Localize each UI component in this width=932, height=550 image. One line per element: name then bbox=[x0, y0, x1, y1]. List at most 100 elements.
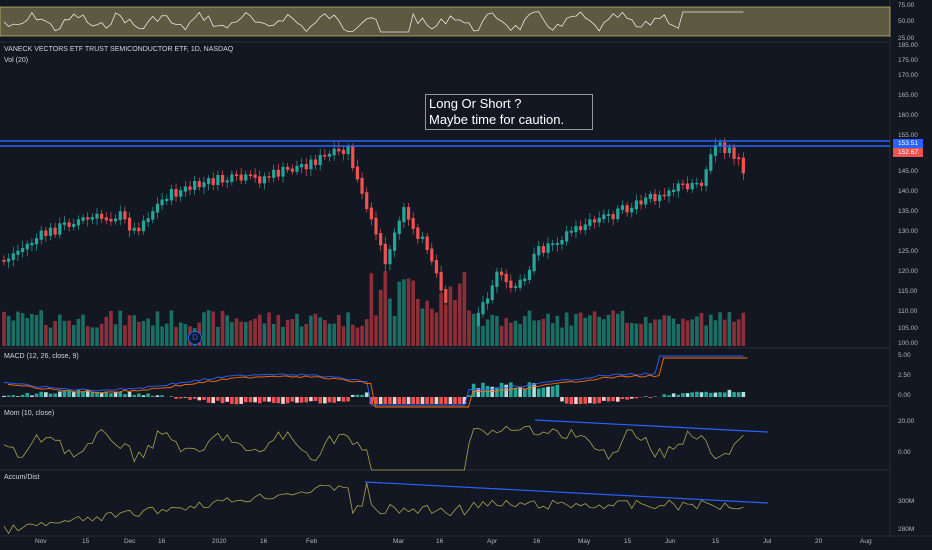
price-axis-label: 140.00 bbox=[898, 188, 918, 195]
macd-hist-bar bbox=[667, 395, 671, 397]
volume-bar bbox=[523, 316, 527, 346]
macd-hist-bar bbox=[588, 397, 592, 404]
candle-body bbox=[53, 227, 57, 235]
volume-bar bbox=[527, 310, 532, 346]
candle-body bbox=[281, 166, 285, 177]
candle-body bbox=[202, 182, 206, 188]
candle-body bbox=[727, 147, 731, 154]
price-axis-label: 135.00 bbox=[898, 208, 918, 215]
volume-bar bbox=[337, 314, 341, 346]
volume-bar bbox=[104, 316, 109, 346]
macd-hist-bar bbox=[504, 384, 508, 397]
volume-bar bbox=[481, 325, 485, 346]
macd-hist-bar bbox=[546, 386, 550, 397]
candle-body bbox=[713, 144, 718, 156]
macd-hist-bar bbox=[583, 397, 588, 404]
candle-body bbox=[597, 217, 601, 223]
candle-body bbox=[490, 285, 494, 300]
candle-body bbox=[541, 246, 545, 253]
macd-hist-bar bbox=[262, 397, 267, 402]
macd-hist-bar bbox=[155, 395, 160, 397]
volume-bar bbox=[58, 314, 62, 346]
macd-hist-bar bbox=[257, 397, 262, 404]
volume-bar bbox=[416, 298, 420, 346]
volume-bar bbox=[81, 314, 85, 346]
macd-hist-bar bbox=[727, 389, 732, 397]
candle-body bbox=[732, 147, 736, 159]
macd-hist-bar bbox=[67, 390, 71, 397]
macd-hist-bar bbox=[448, 397, 453, 404]
candle-body bbox=[290, 168, 294, 172]
annotation-note[interactable]: Long Or Short ? Maybe time for caution. bbox=[425, 94, 593, 130]
macd-hist-bar bbox=[462, 397, 467, 404]
candle-body bbox=[39, 230, 43, 240]
volume-bar bbox=[155, 311, 160, 346]
candle-body bbox=[95, 213, 99, 219]
volume-bar bbox=[550, 323, 555, 346]
candle-body bbox=[592, 219, 597, 223]
candle-body bbox=[151, 211, 155, 220]
volume-bar bbox=[76, 318, 81, 346]
volume-bar bbox=[230, 322, 234, 346]
time-axis-label: 2020 bbox=[212, 538, 227, 545]
volume-bar bbox=[341, 326, 346, 346]
macd-hist-bar bbox=[230, 397, 234, 404]
time-axis-label: Feb bbox=[306, 538, 318, 545]
volume-bar bbox=[20, 313, 25, 346]
macd-hist-bar bbox=[53, 393, 57, 397]
candle-body bbox=[262, 176, 266, 184]
macd-hist-bar bbox=[192, 397, 197, 399]
macd-hist-bar bbox=[146, 393, 150, 397]
macd-hist-bar bbox=[602, 397, 606, 401]
candle-body bbox=[141, 220, 146, 232]
candle-body bbox=[602, 214, 606, 220]
candle-body bbox=[118, 211, 122, 221]
candle-body bbox=[546, 243, 550, 253]
candle-body bbox=[393, 232, 397, 251]
candle-body bbox=[667, 190, 671, 197]
volume-bar bbox=[471, 313, 476, 346]
candle-body bbox=[323, 154, 327, 157]
time-axis-label: Apr bbox=[487, 538, 498, 545]
volume-bar bbox=[430, 308, 434, 346]
macd-hist-bar bbox=[699, 392, 704, 397]
volume-bar bbox=[323, 319, 327, 346]
dividend-badge[interactable]: D bbox=[188, 331, 202, 345]
price-axis-label: 145.00 bbox=[898, 168, 918, 175]
macd-hist-bar bbox=[304, 397, 309, 403]
candle-body bbox=[690, 182, 694, 190]
volume-bar bbox=[123, 325, 127, 346]
volume-bar bbox=[629, 322, 634, 346]
time-axis-label: Jun bbox=[665, 538, 676, 545]
macd-hist-bar bbox=[109, 393, 113, 397]
macd-hist-bar bbox=[346, 397, 350, 402]
macd-hist-bar bbox=[248, 397, 253, 403]
macd-hist-bar bbox=[337, 397, 341, 402]
candle-body bbox=[276, 169, 280, 177]
volume-bar bbox=[44, 324, 48, 346]
volume-bar bbox=[374, 315, 378, 346]
macd-hist-bar bbox=[736, 392, 741, 397]
time-axis-label: May bbox=[578, 538, 591, 545]
volume-bar bbox=[25, 318, 30, 346]
candle-body bbox=[681, 183, 685, 186]
macd-hist-bar bbox=[695, 391, 699, 397]
volume-bar bbox=[495, 315, 499, 346]
macd-hist-bar bbox=[681, 393, 685, 397]
macd-hist-bar bbox=[388, 397, 392, 404]
macd-hist-bar bbox=[160, 395, 164, 397]
candle-body bbox=[620, 205, 625, 210]
macd-hist-bar bbox=[44, 392, 48, 397]
momentum-line bbox=[3, 425, 744, 471]
macd-hist-bar bbox=[564, 397, 569, 404]
volume-bar bbox=[355, 327, 360, 346]
volume-bar bbox=[369, 273, 374, 346]
macd-hist-bar bbox=[318, 397, 322, 404]
volume-bar bbox=[174, 327, 178, 346]
time-axis-label: Aug bbox=[860, 538, 872, 545]
candle-body bbox=[699, 182, 704, 186]
candle-body bbox=[532, 253, 536, 272]
macd-hist-bar bbox=[309, 397, 313, 402]
macd-hist-bar bbox=[253, 397, 257, 403]
